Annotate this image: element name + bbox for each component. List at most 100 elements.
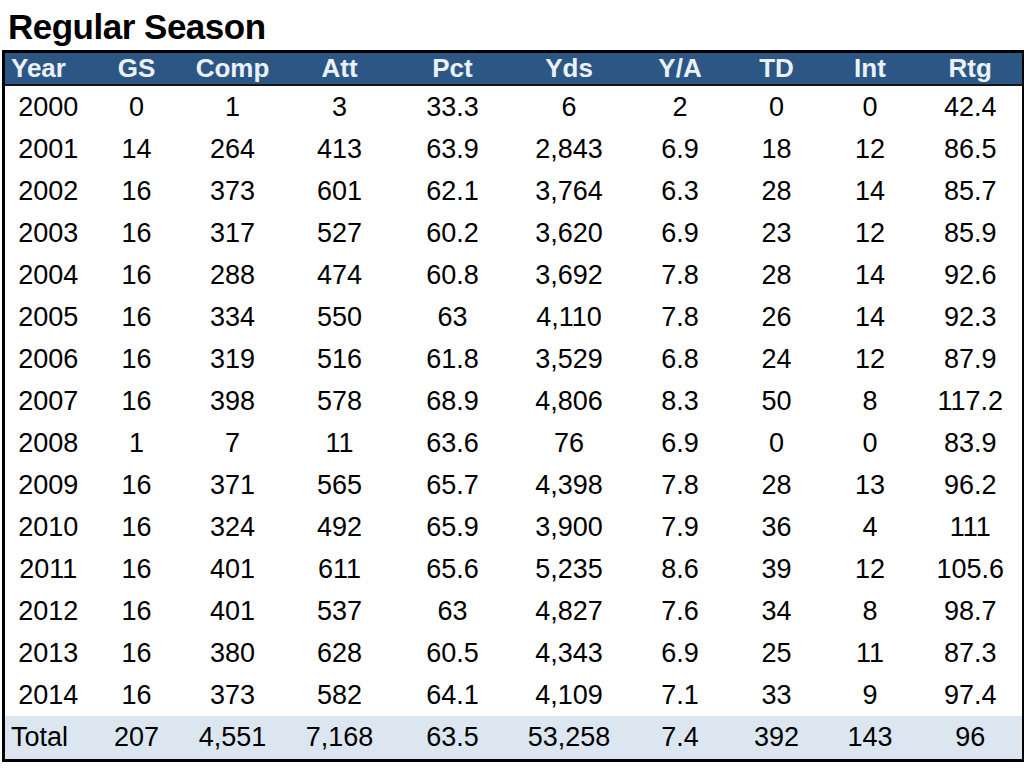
stat-cell: 401 (182, 548, 284, 590)
stat-cell: 7.6 (629, 590, 732, 632)
stat-cell: 25 (732, 632, 822, 674)
stat-cell: 7.8 (629, 296, 732, 338)
table-row: 20011426441363.92,8436.9181286.5 (4, 128, 1024, 170)
stat-cell: 23 (732, 212, 822, 254)
stat-cell: 92.3 (919, 296, 1024, 338)
stat-cell: 76 (510, 422, 629, 464)
stat-cell: 3,692 (510, 254, 629, 296)
stat-cell: 16 (92, 632, 182, 674)
year-cell: 2011 (4, 548, 92, 590)
stat-cell: 380 (182, 632, 284, 674)
total-stat-cell: 4,551 (182, 716, 284, 761)
stat-cell: 319 (182, 338, 284, 380)
stat-cell: 28 (732, 254, 822, 296)
year-cell: 2012 (4, 590, 92, 632)
stat-cell: 12 (822, 548, 919, 590)
stat-cell: 537 (284, 590, 396, 632)
stat-cell: 288 (182, 254, 284, 296)
stat-cell: 60.2 (396, 212, 510, 254)
stat-cell: 16 (92, 506, 182, 548)
stat-cell: 16 (92, 170, 182, 212)
stat-cell: 578 (284, 380, 396, 422)
stat-cell: 63 (396, 296, 510, 338)
stat-cell: 6.8 (629, 338, 732, 380)
total-stat-cell: 207 (92, 716, 182, 761)
stat-cell: 87.3 (919, 632, 1024, 674)
table-row: 20031631752760.23,6206.9231285.9 (4, 212, 1024, 254)
stat-cell: 413 (284, 128, 396, 170)
stat-cell: 371 (182, 464, 284, 506)
stat-cell: 68.9 (396, 380, 510, 422)
table-row: 20131638062860.54,3436.9251187.3 (4, 632, 1024, 674)
table-row: 20041628847460.83,6927.8281492.6 (4, 254, 1024, 296)
stat-cell: 582 (284, 674, 396, 716)
year-cell: 2013 (4, 632, 92, 674)
stat-cell: 0 (822, 85, 919, 128)
stat-cell: 16 (92, 380, 182, 422)
column-header-year: Year (4, 52, 92, 86)
year-cell: 2005 (4, 296, 92, 338)
stat-cell: 98.7 (919, 590, 1024, 632)
stats-table: Year GS Comp Att Pct Yds Y/A TD Int Rtg … (2, 50, 1024, 762)
stat-cell: 8.3 (629, 380, 732, 422)
column-header-comp: Comp (182, 52, 284, 86)
stat-cell: 7 (182, 422, 284, 464)
stat-cell: 628 (284, 632, 396, 674)
table-row: 20021637360162.13,7646.3281485.7 (4, 170, 1024, 212)
stat-cell: 24 (732, 338, 822, 380)
stat-cell: 6 (510, 85, 629, 128)
stat-cell: 39 (732, 548, 822, 590)
stat-cell: 65.9 (396, 506, 510, 548)
table-row: 20071639857868.94,8068.3508117.2 (4, 380, 1024, 422)
stat-cell: 63 (396, 590, 510, 632)
table-row: 20101632449265.93,9007.9364111 (4, 506, 1024, 548)
stat-cell: 4,343 (510, 632, 629, 674)
stat-cell: 1 (92, 422, 182, 464)
stat-cell: 7.9 (629, 506, 732, 548)
stat-cell: 398 (182, 380, 284, 422)
stat-cell: 11 (822, 632, 919, 674)
table-row: 20091637156565.74,3987.8281396.2 (4, 464, 1024, 506)
stat-cell: 6.9 (629, 128, 732, 170)
stat-cell: 4,110 (510, 296, 629, 338)
stat-cell: 8.6 (629, 548, 732, 590)
stat-cell: 64.1 (396, 674, 510, 716)
stat-cell: 401 (182, 590, 284, 632)
stat-cell: 28 (732, 464, 822, 506)
stat-cell: 60.5 (396, 632, 510, 674)
stat-cell: 6.9 (629, 632, 732, 674)
stat-cell: 111 (919, 506, 1024, 548)
header-row: Year GS Comp Att Pct Yds Y/A TD Int Rtg (4, 52, 1024, 86)
stat-cell: 0 (822, 422, 919, 464)
stat-cell: 3,764 (510, 170, 629, 212)
stat-cell: 85.7 (919, 170, 1024, 212)
stat-cell: 16 (92, 254, 182, 296)
total-stat-cell: 53,258 (510, 716, 629, 761)
stat-cell: 4,398 (510, 464, 629, 506)
stat-cell: 33.3 (396, 85, 510, 128)
stat-cell: 1 (182, 85, 284, 128)
stat-cell: 16 (92, 464, 182, 506)
year-cell: 2010 (4, 506, 92, 548)
total-label-cell: Total (4, 716, 92, 761)
year-cell: 2008 (4, 422, 92, 464)
column-header-int: Int (822, 52, 919, 86)
year-cell: 2002 (4, 170, 92, 212)
stat-cell: 3,529 (510, 338, 629, 380)
stat-cell: 516 (284, 338, 396, 380)
stat-cell: 527 (284, 212, 396, 254)
stat-cell: 3 (284, 85, 396, 128)
stat-cell: 16 (92, 590, 182, 632)
year-cell: 2001 (4, 128, 92, 170)
stat-cell: 65.7 (396, 464, 510, 506)
stat-cell: 42.4 (919, 85, 1024, 128)
stat-cell: 63.6 (396, 422, 510, 464)
year-cell: 2004 (4, 254, 92, 296)
stat-cell: 8 (822, 590, 919, 632)
stat-cell: 8 (822, 380, 919, 422)
stat-cell: 16 (92, 338, 182, 380)
stat-cell: 0 (732, 422, 822, 464)
year-cell: 2009 (4, 464, 92, 506)
stat-cell: 611 (284, 548, 396, 590)
stat-cell: 34 (732, 590, 822, 632)
